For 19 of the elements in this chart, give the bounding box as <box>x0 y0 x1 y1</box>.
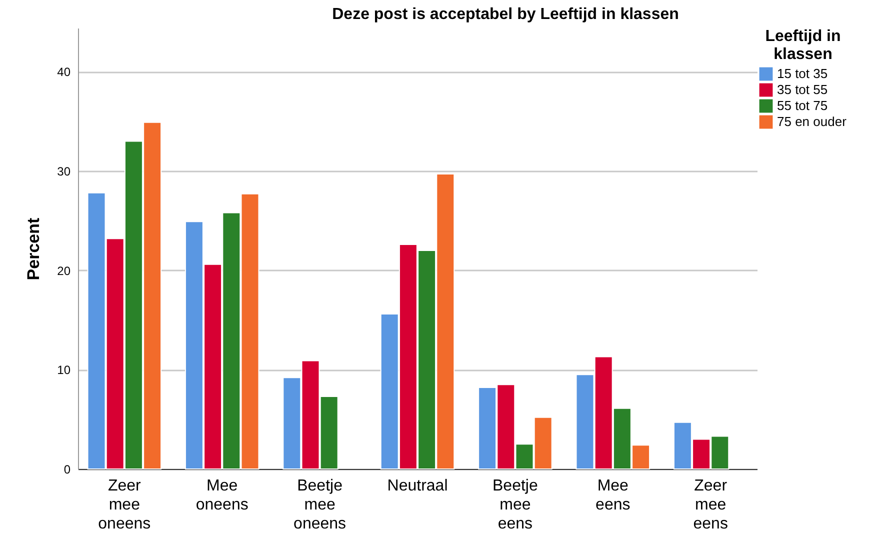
x-tick-label: Neutraal <box>387 478 448 494</box>
y-tick-label: 20 <box>57 264 71 278</box>
x-tick-label: Beetje mee oneens <box>294 478 346 532</box>
legend-label: 15 tot 35 <box>777 66 828 81</box>
y-tick-label: 10 <box>57 363 71 378</box>
y-tick-label: 40 <box>57 65 71 80</box>
x-tick-label: Zeer mee eens <box>693 478 728 532</box>
x-tick-label: Mee eens <box>596 478 630 514</box>
legend-label: 55 tot 75 <box>777 98 828 113</box>
y-axis-title: Percent <box>24 217 44 280</box>
y-tick-label: 30 <box>57 164 71 179</box>
x-tick-label: Beetje mee eens <box>492 478 538 532</box>
x-tick-label: Zeer mee oneens <box>98 478 151 532</box>
legend-label: 75 en ouder <box>777 114 848 129</box>
legend-label: 35 tot 55 <box>777 82 828 97</box>
y-tick-label: 0 <box>64 462 71 476</box>
legend-title: Leeftijd in klassen <box>765 28 841 63</box>
x-tick-label: Mee oneens <box>196 478 248 514</box>
chart-title: Deze post is acceptabel by Leeftijd in klassen <box>332 6 679 23</box>
